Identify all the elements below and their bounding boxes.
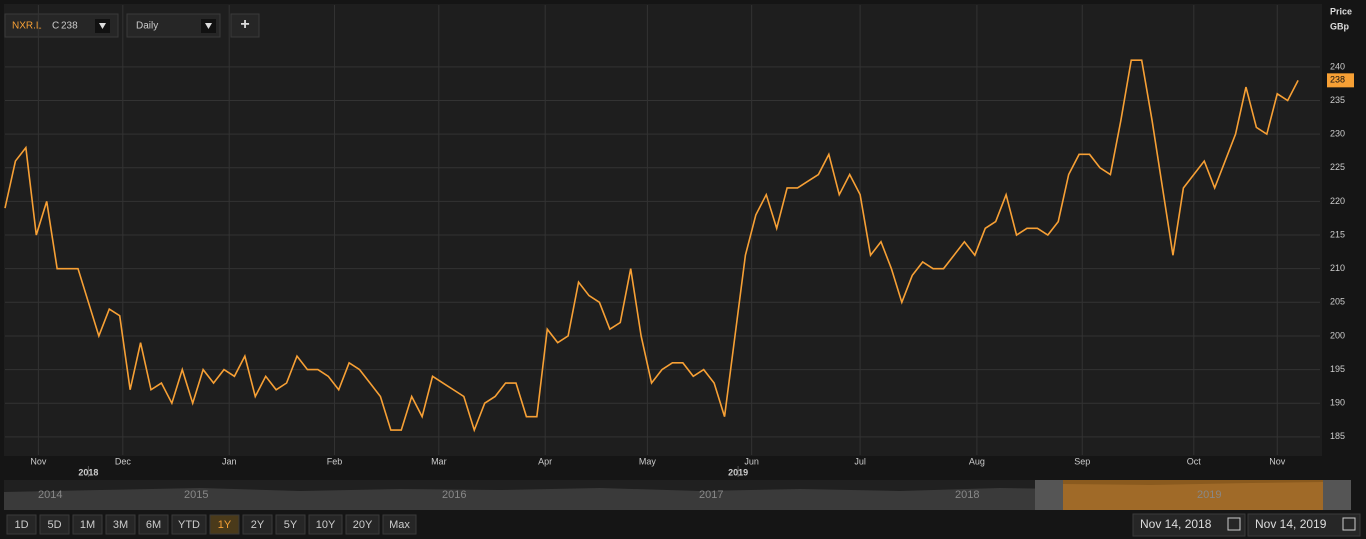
navigator-area bbox=[4, 488, 1063, 510]
range-button[interactable] bbox=[308, 514, 343, 535]
range-button[interactable] bbox=[105, 514, 136, 535]
date-to: Nov 14, 2019 bbox=[1255, 517, 1327, 531]
navigator-year: 2018 bbox=[955, 489, 979, 501]
close-value: 238 bbox=[61, 21, 78, 32]
x-tick-label: Jan bbox=[222, 456, 237, 466]
y-tick-label: 200 bbox=[1330, 330, 1345, 340]
range-button[interactable] bbox=[382, 514, 417, 535]
range-button[interactable] bbox=[39, 514, 70, 535]
y-tick-label: 185 bbox=[1330, 431, 1345, 441]
range-button-label: 3M bbox=[113, 519, 128, 531]
navigator-handle[interactable] bbox=[1323, 480, 1351, 510]
range-button-label: 6M bbox=[146, 519, 161, 531]
range-button-label: 5D bbox=[47, 519, 61, 531]
range-button[interactable] bbox=[6, 514, 37, 535]
range-button[interactable] bbox=[171, 514, 207, 535]
x-tick-label: Nov bbox=[30, 456, 47, 466]
axis-title: GBp bbox=[1330, 21, 1350, 31]
y-tick-label: 225 bbox=[1330, 162, 1345, 172]
x-tick-label: Sep bbox=[1074, 456, 1090, 466]
y-tick-label: 210 bbox=[1330, 263, 1345, 273]
year-label: 2019 bbox=[728, 467, 748, 477]
dropdown-arrow bbox=[99, 23, 106, 29]
navigator-selection-area bbox=[1063, 482, 1323, 510]
x-tick-label: Oct bbox=[1187, 456, 1202, 466]
navigator-handle[interactable] bbox=[1035, 480, 1063, 510]
y-tick-label: 215 bbox=[1330, 229, 1345, 239]
x-tick-label: Apr bbox=[538, 456, 552, 466]
range-button[interactable] bbox=[345, 514, 380, 535]
symbol: NXR.L bbox=[12, 21, 42, 32]
dropdown-arrow bbox=[205, 23, 212, 29]
range-button[interactable] bbox=[242, 514, 273, 535]
range-button-label: YTD bbox=[178, 519, 200, 531]
y-tick-label: 205 bbox=[1330, 297, 1345, 307]
navigator-year: 2014 bbox=[38, 489, 62, 501]
add-icon: + bbox=[240, 16, 249, 33]
range-button-label: Max bbox=[389, 519, 410, 531]
range-button-label: 1M bbox=[80, 519, 95, 531]
add-button[interactable] bbox=[230, 13, 260, 38]
range-button-label: 2Y bbox=[251, 519, 265, 531]
last-price-marker bbox=[1327, 73, 1354, 88]
range-button-label: 1Y bbox=[218, 519, 232, 531]
y-tick-label: 240 bbox=[1330, 61, 1345, 71]
range-button-label: 10Y bbox=[316, 519, 336, 531]
close-prefix: C bbox=[52, 21, 59, 32]
range-button[interactable] bbox=[138, 514, 169, 535]
range-button[interactable] bbox=[209, 514, 240, 535]
range-button[interactable] bbox=[275, 514, 306, 535]
navigator-year: 2015 bbox=[184, 489, 208, 501]
x-tick-label: Feb bbox=[327, 456, 343, 466]
calendar-icon[interactable] bbox=[1227, 517, 1241, 531]
date-box[interactable] bbox=[1247, 513, 1361, 537]
y-tick-label: 230 bbox=[1330, 129, 1345, 139]
symbol-box[interactable] bbox=[4, 13, 119, 38]
interval-box[interactable] bbox=[126, 13, 221, 38]
range-button[interactable] bbox=[72, 514, 103, 535]
x-tick-label: Jul bbox=[854, 456, 866, 466]
date-box[interactable] bbox=[1132, 513, 1246, 537]
y-tick-label: 220 bbox=[1330, 196, 1345, 206]
calendar-icon[interactable] bbox=[1342, 517, 1356, 531]
last-price-label: 238 bbox=[1330, 75, 1345, 85]
y-tick-label: 235 bbox=[1330, 95, 1345, 105]
interval: Daily bbox=[136, 21, 158, 32]
range-button-label: 20Y bbox=[353, 519, 373, 531]
range-button-label: 1D bbox=[14, 519, 28, 531]
date-from: Nov 14, 2018 bbox=[1140, 517, 1212, 531]
plot-area bbox=[4, 4, 1322, 456]
y-tick-label: 195 bbox=[1330, 364, 1345, 374]
y-tick-label: 190 bbox=[1330, 398, 1345, 408]
axis-title: Price bbox=[1330, 6, 1352, 16]
x-tick-label: Dec bbox=[115, 456, 132, 466]
x-tick-label: Nov bbox=[1269, 456, 1286, 466]
navigator-year: 2017 bbox=[699, 489, 723, 501]
x-tick-label: Jun bbox=[744, 456, 759, 466]
year-label: 2018 bbox=[78, 467, 98, 477]
price-line bbox=[4, 59, 1299, 433]
x-tick-label: May bbox=[639, 456, 657, 466]
x-tick-label: Aug bbox=[969, 456, 985, 466]
x-tick-label: Mar bbox=[431, 456, 447, 466]
navigator-year: 2019 bbox=[1197, 489, 1221, 501]
range-button-label: 5Y bbox=[284, 519, 298, 531]
navigator-year: 2016 bbox=[442, 489, 466, 501]
